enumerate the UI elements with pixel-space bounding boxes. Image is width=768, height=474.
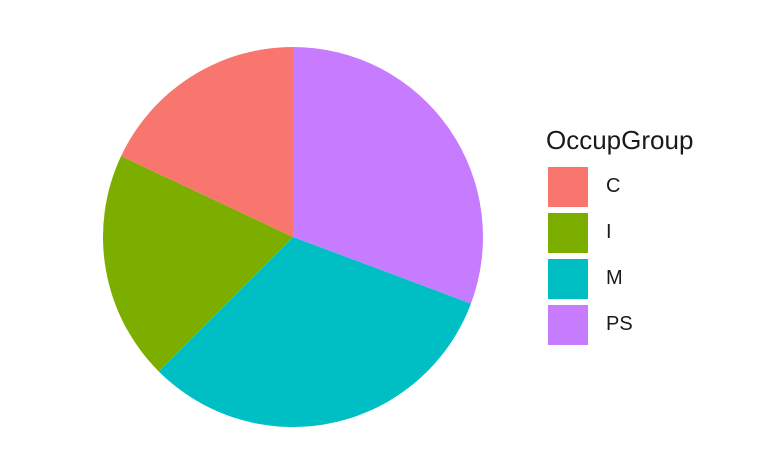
legend-label-m: M bbox=[606, 267, 623, 289]
legend-label-ps: PS bbox=[606, 313, 633, 335]
legend-swatch-m bbox=[548, 259, 588, 299]
legend-swatch-c bbox=[548, 167, 588, 207]
legend-item-c: C bbox=[546, 165, 716, 209]
pie-slice-ps bbox=[293, 47, 484, 304]
legend-title: OccupGroup bbox=[546, 125, 694, 155]
legend-swatch-i bbox=[548, 213, 588, 253]
pie-slice-i bbox=[103, 156, 294, 372]
legend-swatch-ps bbox=[548, 305, 588, 345]
legend-label-c: C bbox=[606, 175, 621, 197]
pie-slice-m bbox=[158, 237, 471, 427]
legend-item-ps: PS bbox=[546, 303, 716, 347]
legend-item-m: M bbox=[546, 257, 716, 301]
pie-slice-c bbox=[121, 47, 294, 237]
pie-slices bbox=[103, 47, 484, 427]
legend-item-i: I bbox=[546, 211, 716, 255]
legend-label-i: I bbox=[606, 221, 612, 243]
